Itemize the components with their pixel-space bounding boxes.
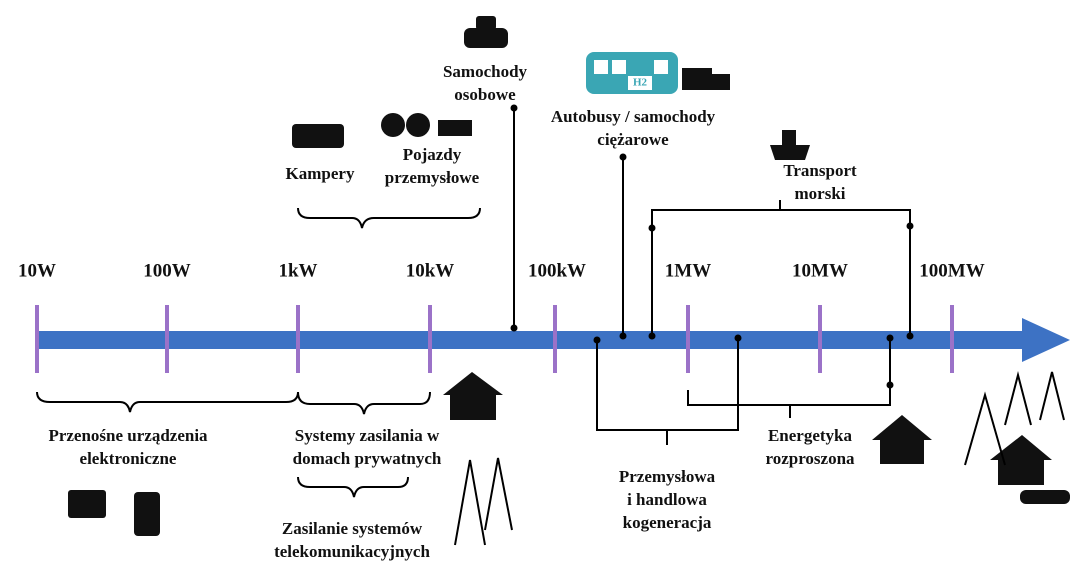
application-label: Transport bbox=[783, 161, 857, 180]
application-label: Przenośne urządzenia bbox=[48, 426, 208, 445]
application-label: osobowe bbox=[454, 85, 516, 104]
icon-label: H2 bbox=[633, 77, 648, 89]
application-label: przemysłowe bbox=[385, 168, 480, 187]
tick-label: 100kW bbox=[528, 260, 586, 281]
tick-label: 10W bbox=[18, 260, 56, 281]
application-label: morski bbox=[795, 184, 846, 203]
application-label: Pojazdy bbox=[403, 145, 462, 164]
axis-arrow bbox=[35, 331, 1025, 349]
application-label: Autobusy / samochody bbox=[551, 107, 716, 126]
application-label: Systemy zasilania w bbox=[295, 426, 440, 445]
application-label: kogeneracja bbox=[623, 513, 712, 532]
application-label: domach prywatnych bbox=[293, 449, 442, 468]
application-label: Kampery bbox=[286, 164, 355, 183]
diagram: 10W 100W 1kW 10kW 100kW 1MW 10MW 100MW bbox=[0, 0, 1077, 565]
tick-label: 10kW bbox=[406, 260, 455, 281]
application-label: ciężarowe bbox=[597, 130, 669, 149]
tick-label: 10MW bbox=[792, 260, 848, 281]
application-label: i handlowa bbox=[627, 490, 707, 509]
application-label: Przemysłowa bbox=[619, 467, 716, 486]
tick-label: 1MW bbox=[665, 260, 711, 281]
tick-label: 100W bbox=[143, 260, 191, 281]
application-label: rozproszona bbox=[765, 449, 855, 468]
application-label: Zasilanie systemów bbox=[282, 519, 423, 538]
tick-label: 1kW bbox=[278, 260, 317, 281]
application-label: Samochody bbox=[443, 62, 528, 81]
axis-arrowhead bbox=[1022, 318, 1070, 362]
application-label: telekomunikacyjnych bbox=[274, 542, 430, 561]
application-label: Energetyka bbox=[768, 426, 853, 445]
tick-label: 100MW bbox=[919, 260, 984, 281]
application-label: elektroniczne bbox=[80, 449, 177, 468]
